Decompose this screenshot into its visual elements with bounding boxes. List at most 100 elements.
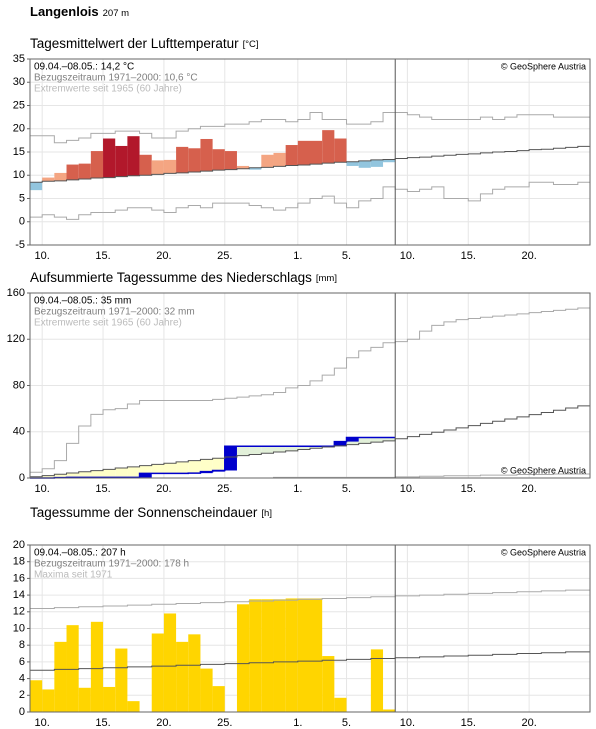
bar bbox=[176, 641, 189, 712]
bar bbox=[322, 656, 335, 712]
x-tick-label: 5. bbox=[342, 250, 351, 262]
bar bbox=[163, 613, 177, 712]
bar bbox=[115, 648, 128, 712]
bar bbox=[249, 599, 262, 712]
step-line bbox=[30, 145, 590, 183]
step-line bbox=[30, 589, 590, 609]
bar bbox=[249, 167, 262, 170]
step-line bbox=[30, 436, 396, 479]
y-tick-label: 20 bbox=[13, 123, 25, 135]
station-header: Langenlois 207 m bbox=[30, 4, 129, 19]
y-tick-label: 0 bbox=[19, 216, 25, 228]
x-tick-label: 10. bbox=[35, 250, 50, 262]
y-tick-label: 12 bbox=[13, 606, 25, 618]
chart-title-text: Tagessumme der Sonnenscheindauer bbox=[30, 505, 258, 520]
x-tick-label: 1. bbox=[293, 717, 302, 729]
credit: © GeoSphere Austria bbox=[501, 465, 586, 475]
bar bbox=[103, 138, 116, 178]
plot-frame bbox=[29, 292, 591, 479]
bar bbox=[30, 182, 43, 191]
chart-title: Tagessumme der Sonnenscheindauer [h] bbox=[30, 505, 272, 520]
x-tick-label: 15. bbox=[461, 483, 476, 495]
bar bbox=[42, 689, 55, 712]
x-tick-label: 25. bbox=[217, 250, 232, 262]
station-elevation: 207 m bbox=[103, 8, 129, 19]
difference-area bbox=[54, 474, 67, 478]
x-tick-label: 20. bbox=[156, 250, 171, 262]
difference-area bbox=[212, 458, 225, 471]
y-tick-label: 0 bbox=[19, 706, 25, 718]
bar bbox=[90, 151, 104, 179]
y-tick-label: 5 bbox=[19, 192, 25, 204]
bar bbox=[236, 604, 250, 712]
y-tick-label: 8 bbox=[19, 639, 25, 651]
difference-area bbox=[273, 446, 286, 452]
bar bbox=[224, 151, 237, 170]
x-tick-label: 10. bbox=[400, 250, 415, 262]
bar bbox=[176, 146, 189, 173]
y-tick-label: 25 bbox=[13, 99, 25, 111]
chart-title: Tagesmittelwert der Lufttemperatur [°C] bbox=[30, 36, 259, 51]
x-tick-label: 10. bbox=[400, 717, 415, 729]
difference-area bbox=[370, 437, 384, 443]
x-tick-label: 25. bbox=[217, 717, 232, 729]
bar bbox=[151, 633, 164, 712]
difference-area bbox=[66, 473, 79, 478]
chart-title-text: Tagesmittelwert der Lufttemperatur bbox=[30, 36, 239, 51]
bar bbox=[370, 649, 384, 712]
bar bbox=[261, 154, 274, 168]
bar bbox=[297, 140, 310, 166]
y-tick-label: 0 bbox=[19, 472, 25, 484]
difference-area bbox=[103, 469, 116, 478]
x-tick-label: 5. bbox=[342, 717, 351, 729]
plot-frame bbox=[29, 544, 591, 713]
chart-unit: [h] bbox=[261, 508, 272, 519]
y-tick-label: 16 bbox=[13, 572, 25, 584]
bar bbox=[66, 625, 79, 712]
bar bbox=[200, 668, 213, 712]
legend-entry: 09.04.–08.05.: 35 mm bbox=[34, 296, 131, 307]
difference-area bbox=[297, 446, 310, 450]
legend-entry: Maxima seit 1971 bbox=[34, 570, 113, 581]
y-tick-label: 6 bbox=[19, 656, 25, 668]
bar bbox=[127, 701, 140, 712]
bar bbox=[297, 598, 310, 712]
bar bbox=[78, 687, 91, 712]
x-tick-label: 1. bbox=[293, 483, 302, 495]
x-tick-label: 15. bbox=[461, 250, 476, 262]
bar bbox=[200, 138, 213, 172]
bar bbox=[334, 697, 347, 712]
bar bbox=[285, 598, 298, 712]
legend-entry: Bezugszeitraum 1971–2000: 178 h bbox=[34, 559, 189, 570]
difference-area bbox=[90, 470, 104, 478]
y-tick-label: 10 bbox=[13, 169, 25, 181]
bar bbox=[139, 154, 152, 176]
x-tick-label: 10. bbox=[35, 483, 50, 495]
x-tick-label: 10. bbox=[400, 483, 415, 495]
difference-area bbox=[139, 465, 152, 474]
x-tick-label: 15. bbox=[95, 717, 110, 729]
bar bbox=[212, 149, 225, 171]
bar bbox=[54, 172, 67, 181]
x-tick-label: 20. bbox=[521, 717, 536, 729]
bar bbox=[261, 599, 274, 712]
x-tick-label: 15. bbox=[461, 717, 476, 729]
bar bbox=[346, 161, 359, 166]
bar bbox=[310, 598, 323, 712]
daily-increment bbox=[346, 437, 359, 442]
x-tick-label: 15. bbox=[95, 483, 110, 495]
legend-entry: Bezugszeitraum 1971–2000: 32 mm bbox=[34, 307, 195, 318]
bar bbox=[212, 686, 225, 712]
bar bbox=[54, 641, 67, 712]
legend-entry: Extremwerte seit 1965 (60 Jahre) bbox=[34, 84, 182, 95]
bar bbox=[115, 145, 128, 177]
bar bbox=[127, 136, 140, 176]
difference-area bbox=[42, 475, 55, 478]
y-tick-label: 20 bbox=[13, 539, 25, 551]
bar bbox=[90, 621, 104, 712]
bar bbox=[236, 165, 250, 169]
difference-area bbox=[127, 466, 140, 478]
plot-frame bbox=[29, 58, 591, 246]
difference-area bbox=[358, 437, 371, 444]
x-tick-label: 15. bbox=[95, 250, 110, 262]
